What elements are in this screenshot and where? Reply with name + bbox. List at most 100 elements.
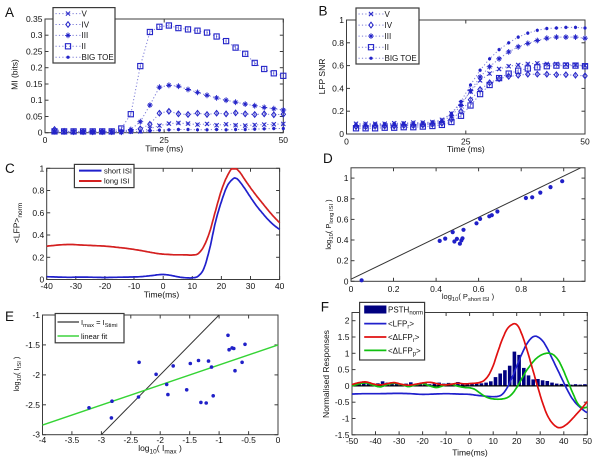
svg-text:0: 0 bbox=[39, 275, 44, 285]
svg-text:Time(ms): Time(ms) bbox=[452, 448, 488, 458]
svg-text:-0.5: -0.5 bbox=[241, 435, 256, 445]
svg-text:1: 1 bbox=[344, 173, 349, 183]
svg-text:D: D bbox=[323, 151, 333, 166]
svg-text:LFP SNR: LFP SNR bbox=[317, 59, 327, 95]
svg-text:40: 40 bbox=[275, 281, 285, 291]
svg-text:long ISI: long ISI bbox=[104, 177, 129, 186]
svg-text:A: A bbox=[5, 5, 14, 20]
svg-text:0.3: 0.3 bbox=[31, 30, 43, 40]
svg-text:IV: IV bbox=[385, 21, 393, 30]
svg-text:0.4: 0.4 bbox=[337, 235, 349, 245]
svg-text:0.4: 0.4 bbox=[332, 83, 344, 93]
svg-text:B: B bbox=[319, 4, 328, 19]
svg-text:log10( Pshort ISI ): log10( Pshort ISI ) bbox=[442, 292, 495, 303]
svg-text:1.5: 1.5 bbox=[338, 332, 350, 342]
svg-text:-40: -40 bbox=[41, 281, 54, 291]
svg-text:-30: -30 bbox=[70, 281, 83, 291]
svg-text:0: 0 bbox=[345, 381, 350, 391]
svg-text:50: 50 bbox=[279, 135, 289, 145]
svg-text:-2: -2 bbox=[32, 370, 40, 380]
svg-text:0.05: 0.05 bbox=[26, 111, 43, 121]
svg-text:0: 0 bbox=[349, 284, 354, 294]
svg-text:-1.5: -1.5 bbox=[25, 340, 40, 350]
svg-text:-3: -3 bbox=[32, 430, 40, 440]
svg-text:0: 0 bbox=[344, 276, 349, 286]
svg-text:0.15: 0.15 bbox=[26, 79, 43, 89]
svg-text:0.2: 0.2 bbox=[337, 256, 349, 266]
svg-text:II: II bbox=[385, 43, 389, 52]
svg-text:IV: IV bbox=[82, 20, 90, 29]
svg-text:2: 2 bbox=[345, 316, 350, 326]
svg-text:-1: -1 bbox=[215, 435, 223, 445]
svg-text:linear fit: linear fit bbox=[81, 332, 108, 341]
svg-text:III: III bbox=[82, 31, 89, 40]
svg-text:-30: -30 bbox=[393, 436, 406, 446]
svg-text:0.8: 0.8 bbox=[332, 38, 344, 48]
svg-text:-20: -20 bbox=[99, 281, 112, 291]
svg-text:0.4: 0.4 bbox=[32, 230, 44, 240]
svg-text:Imax = IStimi: Imax = IStimi bbox=[81, 318, 118, 329]
svg-text:0.25: 0.25 bbox=[26, 46, 43, 56]
svg-text:Normalised Responses: Normalised Responses bbox=[321, 330, 331, 418]
svg-text:1: 1 bbox=[339, 15, 344, 25]
svg-text:25: 25 bbox=[461, 137, 471, 147]
svg-text:-1: -1 bbox=[32, 310, 40, 320]
svg-text:0.8: 0.8 bbox=[32, 186, 44, 196]
svg-text:10: 10 bbox=[188, 281, 198, 291]
svg-text:C: C bbox=[5, 161, 15, 176]
svg-text:30: 30 bbox=[246, 281, 256, 291]
svg-text:BIG TOE: BIG TOE bbox=[82, 53, 114, 62]
svg-text:log10( IISI ): log10( IISI ) bbox=[12, 356, 23, 391]
svg-text:-1: -1 bbox=[342, 413, 350, 423]
svg-text:0.35: 0.35 bbox=[26, 14, 43, 24]
svg-text:short ISI: short ISI bbox=[104, 166, 132, 175]
svg-text:0: 0 bbox=[339, 129, 344, 139]
svg-text:-10: -10 bbox=[440, 436, 453, 446]
svg-text:0: 0 bbox=[43, 135, 48, 145]
svg-text:MI (bits): MI (bits) bbox=[10, 59, 20, 90]
svg-text:-2.5: -2.5 bbox=[25, 400, 40, 410]
svg-text:F: F bbox=[321, 300, 329, 315]
svg-text:0.5: 0.5 bbox=[338, 365, 350, 375]
svg-text:-10: -10 bbox=[128, 281, 141, 291]
svg-text:0.4: 0.4 bbox=[430, 284, 442, 294]
svg-text:0: 0 bbox=[38, 128, 43, 138]
svg-text:BIG TOE: BIG TOE bbox=[385, 54, 417, 63]
svg-text:-2.5: -2.5 bbox=[123, 435, 138, 445]
svg-text:1: 1 bbox=[39, 163, 44, 173]
svg-text:-50: -50 bbox=[346, 436, 359, 446]
svg-text:0: 0 bbox=[344, 137, 349, 147]
svg-text:-40: -40 bbox=[369, 436, 382, 446]
svg-text:40: 40 bbox=[559, 436, 569, 446]
svg-text:-2: -2 bbox=[156, 435, 164, 445]
svg-text:-1.5: -1.5 bbox=[335, 430, 350, 440]
svg-text:1: 1 bbox=[345, 348, 350, 358]
svg-text:0: 0 bbox=[276, 435, 281, 445]
svg-text:<ΔLFPp>: <ΔLFPp> bbox=[388, 346, 421, 357]
svg-text:0.8: 0.8 bbox=[337, 194, 349, 204]
svg-text:0.1: 0.1 bbox=[31, 95, 43, 105]
svg-text:Time (ms): Time (ms) bbox=[145, 144, 183, 154]
svg-text:20: 20 bbox=[217, 281, 227, 291]
svg-text:30: 30 bbox=[536, 436, 546, 446]
svg-text:Time(ms): Time(ms) bbox=[144, 290, 180, 300]
svg-text:10: 10 bbox=[488, 436, 498, 446]
svg-text:<ΔLFPr>: <ΔLFPr> bbox=[388, 333, 420, 344]
svg-text:III: III bbox=[385, 32, 392, 41]
svg-text:0.6: 0.6 bbox=[332, 61, 344, 71]
svg-text:0: 0 bbox=[467, 436, 472, 446]
svg-text:-3: -3 bbox=[98, 435, 106, 445]
svg-text:0.6: 0.6 bbox=[337, 214, 349, 224]
svg-text:0.6: 0.6 bbox=[473, 284, 485, 294]
svg-text:0.2: 0.2 bbox=[332, 106, 344, 116]
svg-text:V: V bbox=[385, 10, 391, 19]
svg-text:0.2: 0.2 bbox=[32, 252, 44, 262]
svg-text:-1.5: -1.5 bbox=[182, 435, 197, 445]
svg-text:-3.5: -3.5 bbox=[65, 435, 80, 445]
svg-text:0.6: 0.6 bbox=[32, 208, 44, 218]
svg-text:1: 1 bbox=[561, 284, 566, 294]
svg-text:-0.5: -0.5 bbox=[335, 397, 350, 407]
svg-text:II: II bbox=[82, 42, 86, 51]
svg-text:0: 0 bbox=[161, 281, 166, 291]
svg-text:50: 50 bbox=[583, 436, 593, 446]
